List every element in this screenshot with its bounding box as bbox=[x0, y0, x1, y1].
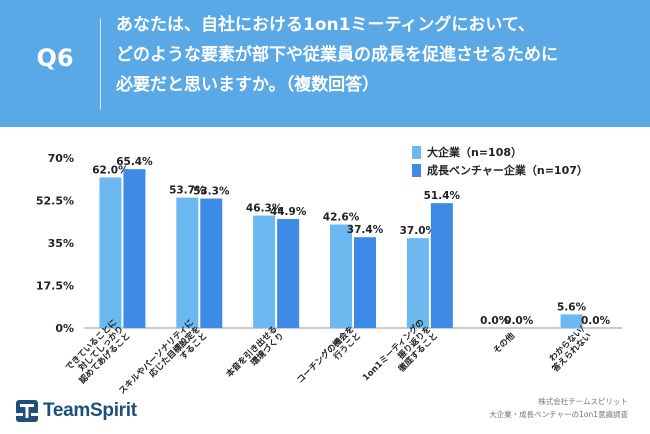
bar-large bbox=[406, 238, 429, 328]
bar-venture bbox=[277, 218, 300, 328]
category-label: わからない/答えられない bbox=[543, 324, 594, 375]
category-label: 1on1ミーティングの振り返りを徹底すること bbox=[360, 317, 440, 397]
data-label: 53.7% bbox=[169, 185, 206, 197]
header-divider bbox=[100, 18, 101, 110]
credit-line: 大企業・成長ベンチャーの1on1意識調査 bbox=[489, 410, 628, 419]
category-label-line: コーチングの機会を bbox=[295, 324, 357, 386]
bar-large bbox=[560, 314, 583, 328]
legend-label: 大企業（n=108） bbox=[427, 146, 523, 159]
y-tick-label: 35% bbox=[48, 237, 74, 250]
category-label: スキルやパーソナリティに応じた目標設定をすること bbox=[117, 317, 210, 410]
teamspirit-logo-icon bbox=[16, 400, 38, 422]
chart-legend: 大企業（n=108） 成長ベンチャー企業（n=107） bbox=[412, 143, 588, 179]
question-header: Q6 あなたは、自社における1on1ミーティングにおいて、 どのような要素が部下… bbox=[0, 0, 650, 127]
data-label: 42.6% bbox=[323, 212, 360, 224]
bar-venture bbox=[200, 198, 223, 328]
bar-large bbox=[253, 215, 276, 328]
question-line: どのような要素が部下や従業員の成長を促進させるために bbox=[116, 45, 558, 65]
logo-text: TeamSpirit bbox=[43, 400, 137, 421]
category-label-line: その他 bbox=[491, 330, 517, 356]
legend-swatch bbox=[412, 163, 421, 177]
y-tick-label: 70% bbox=[48, 152, 74, 165]
y-tick-label: 52.5% bbox=[36, 195, 74, 208]
data-label: 5.6% bbox=[557, 301, 587, 313]
data-label: 0.0% bbox=[581, 315, 611, 327]
question-number: Q6 bbox=[36, 44, 74, 72]
teamspirit-logo: TeamSpirit bbox=[14, 398, 137, 424]
bar-venture bbox=[354, 237, 376, 328]
y-tick-label: 0% bbox=[55, 322, 74, 335]
question-text: あなたは、自社における1on1ミーティングにおいて、 どのような要素が部下や従業… bbox=[116, 10, 636, 100]
y-tick-label: 17.5% bbox=[36, 280, 74, 293]
legend-item-venture: 成長ベンチャー企業（n=107） bbox=[412, 161, 588, 179]
data-label: 53.3% bbox=[193, 186, 230, 198]
category-label: 本音を引き出せる環境づくり bbox=[224, 324, 287, 387]
question-line: あなたは、自社における1on1ミーティングにおいて、 bbox=[116, 15, 536, 35]
bar-large bbox=[330, 224, 352, 328]
bar-large bbox=[176, 197, 199, 328]
data-label: 0.0% bbox=[480, 315, 510, 327]
legend-label: 成長ベンチャー企業（n=107） bbox=[427, 164, 588, 177]
data-label: 65.4% bbox=[116, 156, 153, 168]
category-label: その他 bbox=[491, 330, 517, 356]
bar-venture bbox=[430, 203, 453, 328]
bar-large bbox=[99, 177, 122, 328]
data-label: 44.9% bbox=[270, 206, 307, 218]
bar-venture bbox=[123, 169, 146, 328]
legend-item-large: 大企業（n=108） bbox=[412, 143, 588, 161]
legend-swatch bbox=[412, 145, 421, 159]
data-label: 62.0% bbox=[92, 164, 129, 176]
credit-line: 株式会社チームスピリット bbox=[538, 397, 628, 406]
data-label: 51.4% bbox=[424, 190, 461, 202]
data-label: 37.0% bbox=[400, 225, 437, 237]
data-label: 46.3% bbox=[246, 203, 283, 215]
category-label: コーチングの機会を行うこと bbox=[295, 324, 364, 393]
data-label: 37.4% bbox=[347, 224, 384, 236]
source-credit: 株式会社チームスピリット 大企業・成長ベンチャーの1on1意識調査 bbox=[489, 395, 628, 421]
question-line: 必要だと思いますか。（複数回答） bbox=[116, 75, 380, 95]
data-label: 0.0% bbox=[504, 315, 534, 327]
